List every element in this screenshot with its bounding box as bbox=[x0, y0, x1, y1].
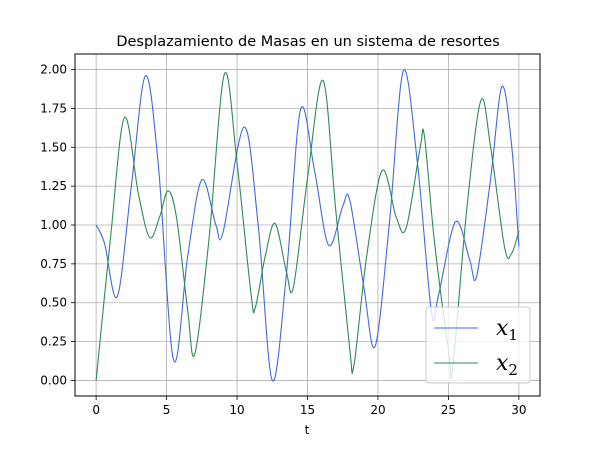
legend-label-x1: x1 bbox=[496, 316, 518, 344]
x-axis-title: t bbox=[305, 423, 310, 437]
x-tick-label: 20 bbox=[370, 403, 385, 417]
y-tick-label: 0.50 bbox=[40, 296, 67, 310]
legend-label-main: x bbox=[496, 351, 509, 376]
y-tick-label: 0.00 bbox=[40, 373, 67, 387]
x-tick-label: 25 bbox=[441, 403, 456, 417]
legend-label-sub: 2 bbox=[508, 361, 518, 379]
legend-label-main: x bbox=[496, 316, 509, 341]
y-tick-label: 1.75 bbox=[40, 101, 67, 115]
x-tick-label: 10 bbox=[229, 403, 244, 417]
x-tick-label: 0 bbox=[92, 403, 100, 417]
y-tick-label: 0.75 bbox=[40, 257, 67, 271]
series-line-x1 bbox=[95, 69, 520, 382]
y-tick-label: 0.25 bbox=[40, 335, 67, 349]
x-tick-label: 30 bbox=[511, 403, 526, 417]
axis-ticks: 0 5 10 15 20 25 30 0.00 0.25 0.50 0.75 1.00 1.25 1.50… bbox=[40, 63, 526, 417]
legend-label-x2: x2 bbox=[496, 351, 518, 379]
x-tick-label: 5 bbox=[163, 403, 171, 417]
legend-box bbox=[425, 306, 531, 384]
y-tick-label: 1.50 bbox=[40, 140, 67, 154]
y-tick-label: 1.25 bbox=[40, 179, 67, 193]
y-tick-label: 1.00 bbox=[40, 218, 67, 232]
chart-title: Desplazamiento de Masas en un sistema de… bbox=[116, 34, 499, 50]
x-tick-label: 15 bbox=[300, 403, 315, 417]
legend-label-sub: 1 bbox=[508, 326, 518, 344]
grid-lines bbox=[75, 54, 540, 396]
y-tick-label: 2.00 bbox=[40, 63, 67, 77]
